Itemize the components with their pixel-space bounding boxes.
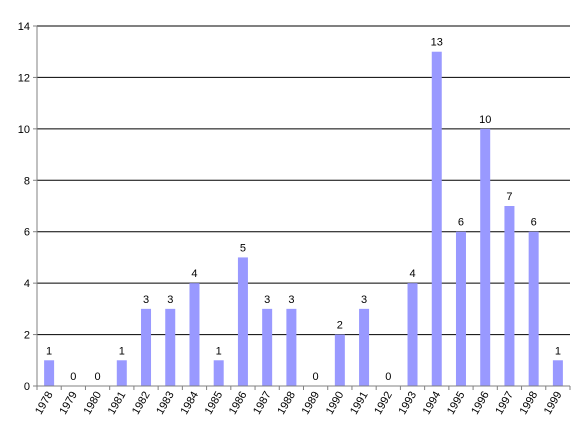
gridlines [37,25,570,336]
bar [116,360,127,386]
bar [213,360,224,386]
bar [189,283,200,386]
x-tick-label: 1986 [227,390,250,417]
bar [359,308,370,386]
x-tick-label: 1999 [542,390,565,417]
x-tick-label: 1993 [396,390,419,417]
data-label: 0 [385,371,391,383]
data-label: 2 [337,320,343,332]
x-tick-label: 1996 [469,390,492,417]
y-tick-label: 12 [18,72,30,84]
x-tick-label: 1980 [82,390,105,417]
data-label: 4 [191,268,197,280]
y-tick-label: 6 [24,227,30,239]
y-tick-labels: 0 2 4 6 8 10 12 14 [18,21,37,393]
x-tick-label: 1979 [57,390,80,417]
x-tick-label: 1995 [445,390,468,417]
x-tick-label: 1991 [348,390,371,417]
x-tick-label: 1992 [372,390,395,417]
data-label: 1 [119,345,125,357]
data-label: 0 [313,371,319,383]
x-tick-label: 1984 [178,390,201,417]
x-tick-label: 1982 [130,390,153,417]
data-label: 3 [361,294,367,306]
x-tick-label: 1990 [324,390,347,417]
x-tick-labels: 1978 1979 1980 1981 1982 1983 1984 1985 1986 1987… [33,386,571,417]
bar [141,308,152,386]
bar [528,231,539,386]
data-label: 13 [431,37,443,49]
y-tick-label: 4 [24,278,30,290]
x-tick-label: 1985 [203,390,226,417]
bar [262,308,273,386]
data-label: 3 [143,294,149,306]
data-label: 3 [167,294,173,306]
x-tick-label: 1989 [300,390,323,417]
x-tick-label: 1988 [275,390,298,417]
y-tick-label: 10 [18,124,30,136]
data-label: 4 [409,268,415,280]
y-tick-label: 2 [24,330,30,342]
bar [480,128,491,386]
bar [286,308,297,386]
x-tick-label: 1994 [421,390,444,417]
data-label: 3 [264,294,270,306]
bar [504,206,515,386]
bar [237,257,248,386]
data-label: 1 [46,345,52,357]
x-tick-label: 1981 [106,390,129,417]
data-label: 5 [240,242,246,254]
data-label: 1 [216,345,222,357]
bar [44,360,55,386]
bar [431,51,442,386]
data-label: 7 [506,191,512,203]
x-tick-label: 1997 [493,390,516,417]
bar [334,334,345,386]
bar [552,360,563,386]
bar [407,283,418,386]
data-label: 1 [555,345,561,357]
data-label: 10 [479,114,491,126]
bars [44,51,563,386]
data-label: 6 [531,217,537,229]
data-label: 0 [70,371,76,383]
data-label: 3 [288,294,294,306]
bar [165,308,176,386]
y-tick-label: 14 [18,21,30,33]
bar [455,231,466,386]
x-tick-label: 1978 [33,390,56,417]
x-tick-label: 1998 [518,390,541,417]
data-label: 0 [95,371,101,383]
x-tick-label: 1983 [154,390,177,417]
y-tick-label: 8 [24,175,30,187]
data-label: 6 [458,217,464,229]
y-tick-label: 0 [24,381,30,393]
x-tick-label: 1987 [251,390,274,417]
